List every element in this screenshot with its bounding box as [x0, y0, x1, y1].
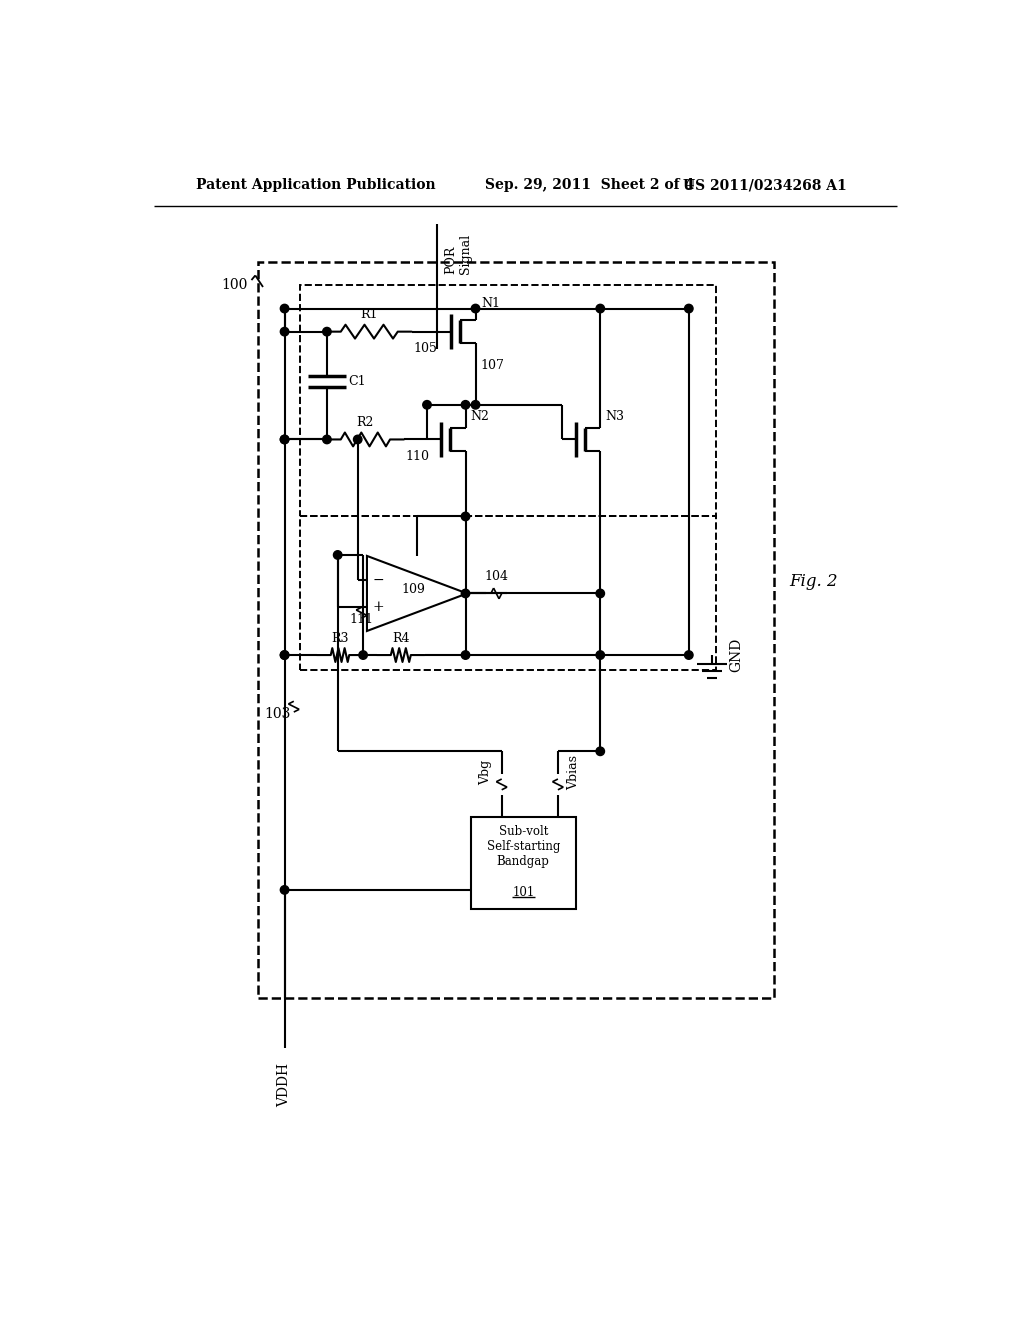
Text: 104: 104: [484, 570, 508, 582]
Text: 103: 103: [264, 708, 291, 721]
Circle shape: [423, 400, 431, 409]
Circle shape: [461, 512, 470, 520]
Bar: [258, 263, 773, 998]
Circle shape: [461, 651, 470, 659]
Text: C1: C1: [348, 375, 367, 388]
Circle shape: [281, 651, 289, 659]
Circle shape: [685, 305, 693, 313]
Circle shape: [596, 305, 604, 313]
Text: 110: 110: [406, 450, 429, 463]
Text: Vbg: Vbg: [479, 759, 493, 784]
Text: R4: R4: [392, 632, 410, 645]
Circle shape: [334, 550, 342, 560]
Circle shape: [281, 436, 289, 444]
Text: US 2011/0234268 A1: US 2011/0234268 A1: [683, 178, 847, 193]
Text: 111: 111: [349, 612, 374, 626]
Circle shape: [281, 651, 289, 659]
Text: Vbias: Vbias: [567, 755, 581, 789]
Text: R2: R2: [356, 416, 374, 429]
Circle shape: [281, 327, 289, 335]
Circle shape: [596, 651, 604, 659]
Text: 101: 101: [512, 886, 535, 899]
Circle shape: [358, 651, 368, 659]
Circle shape: [281, 436, 289, 444]
Text: R3: R3: [331, 632, 349, 645]
Bar: [300, 285, 716, 516]
Circle shape: [461, 589, 470, 598]
Text: 109: 109: [401, 583, 425, 597]
Text: Sep. 29, 2011  Sheet 2 of 4: Sep. 29, 2011 Sheet 2 of 4: [484, 178, 694, 193]
Text: Sub-volt
Self-starting
Bandgap: Sub-volt Self-starting Bandgap: [486, 825, 560, 867]
Circle shape: [323, 327, 331, 335]
Circle shape: [596, 589, 604, 598]
Circle shape: [353, 436, 361, 444]
Circle shape: [685, 651, 693, 659]
Circle shape: [461, 400, 470, 409]
Text: POR
Signal: POR Signal: [444, 234, 472, 275]
Text: 100: 100: [221, 279, 248, 293]
Text: 105: 105: [413, 342, 437, 355]
Circle shape: [471, 305, 480, 313]
Circle shape: [323, 436, 331, 444]
Circle shape: [281, 305, 289, 313]
Circle shape: [596, 747, 604, 755]
Text: N1: N1: [481, 297, 501, 310]
Circle shape: [281, 886, 289, 894]
Circle shape: [471, 400, 480, 409]
Text: +: +: [373, 601, 384, 614]
Text: Patent Application Publication: Patent Application Publication: [196, 178, 435, 193]
Text: Fig. 2: Fig. 2: [788, 573, 838, 590]
Text: GND: GND: [729, 638, 742, 672]
Text: VDDH: VDDH: [278, 1063, 292, 1107]
Text: N3: N3: [605, 409, 624, 422]
Bar: [471, 817, 575, 909]
Bar: [300, 516, 716, 671]
Text: R1: R1: [360, 308, 378, 321]
Text: 107: 107: [480, 359, 504, 372]
Text: N2: N2: [470, 409, 489, 422]
Text: −: −: [373, 573, 384, 586]
